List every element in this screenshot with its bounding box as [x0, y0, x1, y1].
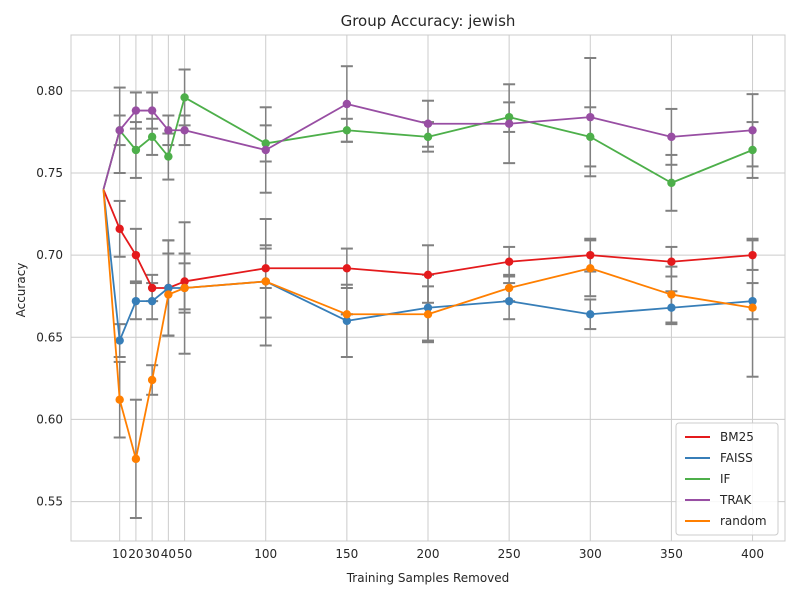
data-point-bm25 — [748, 250, 757, 260]
data-point-random — [180, 283, 189, 293]
data-point-if — [147, 132, 157, 142]
data-point-bm25 — [667, 257, 676, 266]
x-tick-label: 10 — [112, 547, 127, 561]
x-tick-label: 150 — [335, 547, 358, 561]
legend-label: FAISS — [720, 451, 753, 465]
x-tick-label: 50 — [177, 547, 192, 561]
data-point-if — [423, 132, 433, 142]
legend-label: IF — [720, 472, 731, 486]
x-tick-label: 100 — [254, 547, 277, 561]
data-point-random — [342, 310, 352, 319]
y-tick-label: 0.70 — [36, 248, 63, 262]
data-point-trak — [261, 145, 270, 155]
data-point-trak — [180, 126, 189, 135]
data-point-trak — [423, 119, 433, 128]
data-point-random — [164, 290, 173, 299]
x-tick-label: 30 — [144, 547, 159, 561]
data-point-random — [115, 395, 124, 404]
data-point-trak — [504, 119, 514, 128]
data-point-faiss — [164, 283, 173, 293]
x-tick-label: 350 — [660, 547, 683, 561]
plot-border — [70, 34, 786, 542]
data-point-if — [131, 145, 141, 155]
data-point-trak — [667, 132, 676, 142]
data-point-bm25 — [423, 270, 433, 280]
data-point-faiss — [586, 310, 595, 319]
data-point-bm25 — [131, 250, 141, 260]
data-point-faiss — [667, 303, 676, 312]
data-point-random — [586, 264, 595, 273]
data-point-if — [748, 145, 757, 155]
data-point-faiss — [748, 296, 757, 306]
data-point-bm25 — [586, 250, 595, 260]
data-point-bm25 — [342, 264, 352, 273]
plot-frame — [70, 34, 786, 542]
legend-item-faiss: FAISS — [685, 451, 753, 465]
data-point-trak — [131, 106, 141, 115]
data-point-random — [131, 454, 141, 464]
data-point-faiss — [342, 316, 352, 326]
data-point-faiss — [147, 296, 157, 306]
x-tick-label: 400 — [741, 547, 764, 561]
data-point-bm25 — [115, 224, 124, 234]
data-point-random — [504, 283, 514, 293]
legend-item-trak: TRAK — [685, 493, 752, 507]
data-point-faiss — [423, 303, 433, 312]
data-point-if — [586, 132, 595, 142]
y-tick-label: 0.75 — [36, 166, 63, 180]
legend-box — [675, 422, 779, 536]
legend-label: TRAK — [719, 493, 752, 507]
data-point-if — [261, 139, 270, 148]
data-point-trak — [342, 99, 352, 109]
data-point-random — [748, 303, 757, 312]
legend-item-random: random — [685, 514, 767, 528]
data-point-if — [504, 112, 514, 122]
y-axis-label: Accuracy — [14, 263, 28, 318]
data-point-trak — [164, 126, 173, 135]
x-tick-label: 250 — [498, 547, 521, 561]
data-point-random — [667, 290, 676, 299]
data-point-bm25 — [261, 264, 270, 273]
data-point-random — [261, 277, 270, 286]
data-point-if — [667, 178, 676, 188]
data-point-trak — [586, 112, 595, 122]
data-point-random — [423, 310, 433, 319]
x-axis-ticks: 10 20 30 40 50 100 150 200 250 300 350 400 — [112, 547, 764, 561]
data-point-bm25 — [504, 257, 514, 266]
legend-label: random — [720, 514, 767, 528]
data-point-bm25 — [147, 283, 157, 293]
x-axis-label: Training Samples Removed — [346, 571, 510, 585]
y-tick-label: 0.65 — [36, 330, 63, 344]
legend: BM25 FAISS IF TRAK random — [675, 422, 779, 536]
data-point-faiss — [115, 336, 124, 345]
x-tick-label: 20 — [128, 547, 143, 561]
legend-label: BM25 — [720, 430, 754, 444]
legend-item-bm25: BM25 — [685, 430, 754, 444]
series-layer — [102, 57, 759, 519]
x-tick-label: 200 — [417, 547, 440, 561]
y-tick-label: 0.60 — [36, 412, 63, 426]
data-point-random — [147, 375, 157, 385]
data-point-if — [164, 152, 173, 161]
data-point-if — [342, 126, 352, 135]
data-point-faiss — [504, 296, 514, 306]
y-tick-label: 0.55 — [36, 495, 63, 509]
data-point-bm25 — [180, 277, 189, 286]
data-point-trak — [147, 106, 157, 115]
x-tick-label: 300 — [579, 547, 602, 561]
error-bars — [113, 57, 759, 519]
y-tick-label: 0.80 — [36, 84, 63, 98]
y-axis-ticks: 0.55 0.60 0.65 0.70 0.75 0.80 — [36, 84, 63, 509]
data-point-if — [180, 93, 189, 102]
data-point-trak — [115, 126, 124, 135]
data-point-faiss — [131, 296, 141, 306]
legend-item-if: IF — [685, 472, 731, 486]
chart-title: Group Accuracy: jewish — [341, 12, 516, 30]
series-lines — [102, 93, 757, 464]
x-tick-label: 40 — [161, 547, 176, 561]
data-point-trak — [748, 126, 757, 135]
